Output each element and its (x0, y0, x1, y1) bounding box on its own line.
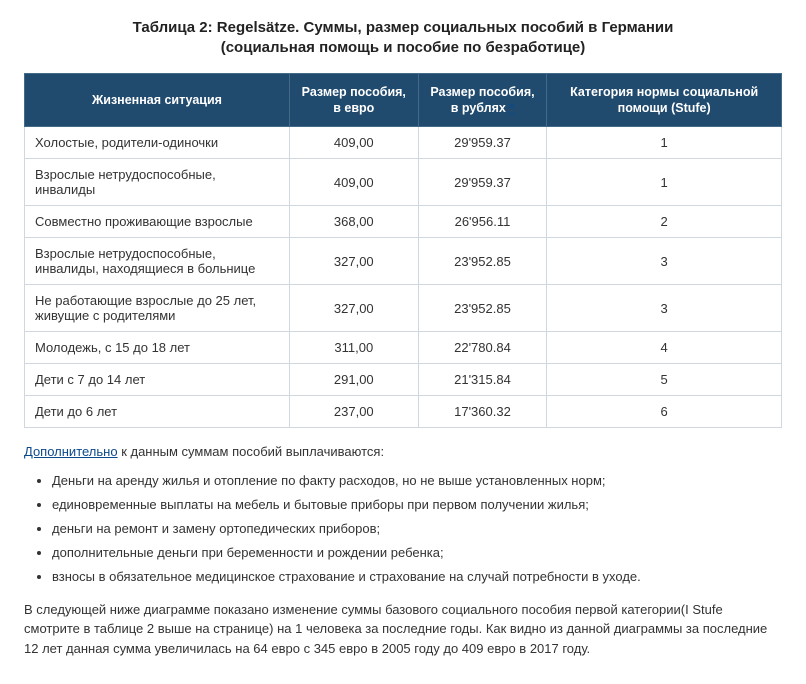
list-item: взносы в обязательное медицинское страхо… (52, 566, 782, 588)
list-item: Деньги на аренду жилья и отопление по фа… (52, 470, 782, 492)
cell-eur: 237,00 (289, 396, 418, 428)
cell-situation: Совместно проживающие взрослые (25, 206, 290, 238)
list-item: единовременные выплаты на мебель и бытов… (52, 494, 782, 516)
table-row: Холостые, родители-одиночки409,0029'959.… (25, 127, 782, 159)
cell-eur: 291,00 (289, 364, 418, 396)
cell-eur: 327,00 (289, 285, 418, 332)
table-row: Не работающие взрослые до 25 лет, живущи… (25, 285, 782, 332)
cell-rub: 23'952.85 (418, 285, 547, 332)
cell-stufe: 1 (547, 159, 782, 206)
cell-eur: 409,00 (289, 127, 418, 159)
additional-intro: Дополнительно к данным суммам пособий вы… (24, 442, 782, 462)
table-row: Совместно проживающие взрослые368,0026'9… (25, 206, 782, 238)
cell-situation: Дети до 6 лет (25, 396, 290, 428)
closing-paragraph: В следующей ниже диаграмме показано изме… (24, 600, 782, 659)
col-rub: Размер пособия, в рублях * (418, 73, 547, 127)
cell-eur: 409,00 (289, 159, 418, 206)
cell-situation: Дети с 7 до 14 лет (25, 364, 290, 396)
asterisk-link[interactable]: * (509, 101, 514, 115)
cell-rub: 22'780.84 (418, 332, 547, 364)
cell-rub: 21'315.84 (418, 364, 547, 396)
cell-situation: Взрослые нетрудоспособные, инвалиды, нах… (25, 238, 290, 285)
cell-stufe: 2 (547, 206, 782, 238)
list-item: дополнительные деньги при беременности и… (52, 542, 782, 564)
cell-situation: Не работающие взрослые до 25 лет, живущи… (25, 285, 290, 332)
cell-stufe: 4 (547, 332, 782, 364)
table-row: Взрослые нетрудоспособные, инвалиды, нах… (25, 238, 782, 285)
table-row: Дети до 6 лет237,0017'360.326 (25, 396, 782, 428)
list-item: деньги на ремонт и замену ортопедических… (52, 518, 782, 540)
table-header-row: Жизненная ситуация Размер пособия, в евр… (25, 73, 782, 127)
title-line-2: (социальная помощь и пособие по безработ… (221, 39, 586, 56)
benefits-table: Жизненная ситуация Размер пособия, в евр… (24, 73, 782, 429)
cell-stufe: 3 (547, 285, 782, 332)
cell-eur: 327,00 (289, 238, 418, 285)
col-eur: Размер пособия, в евро (289, 73, 418, 127)
cell-rub: 29'959.37 (418, 127, 547, 159)
additional-link[interactable]: Дополнительно (24, 444, 118, 459)
cell-stufe: 3 (547, 238, 782, 285)
cell-eur: 368,00 (289, 206, 418, 238)
cell-rub: 26'956.11 (418, 206, 547, 238)
cell-stufe: 1 (547, 127, 782, 159)
col-stufe: Категория нормы социальной помощи (Stufe… (547, 73, 782, 127)
col-situation: Жизненная ситуация (25, 73, 290, 127)
cell-rub: 17'360.32 (418, 396, 547, 428)
cell-rub: 23'952.85 (418, 238, 547, 285)
table-row: Взрослые нетрудоспособные, инвалиды409,0… (25, 159, 782, 206)
additional-rest: к данным суммам пособий выплачиваются: (118, 444, 384, 459)
table-row: Молодежь, с 15 до 18 лет311,0022'780.844 (25, 332, 782, 364)
cell-stufe: 5 (547, 364, 782, 396)
cell-eur: 311,00 (289, 332, 418, 364)
page-title: Таблица 2: Regelsätze. Суммы, размер соц… (24, 18, 782, 59)
title-line-1: Таблица 2: Regelsätze. Суммы, размер соц… (133, 19, 674, 36)
col-rub-label: Размер пособия, в рублях (430, 85, 534, 115)
table-row: Дети с 7 до 14 лет291,0021'315.845 (25, 364, 782, 396)
cell-situation: Взрослые нетрудоспособные, инвалиды (25, 159, 290, 206)
additional-list: Деньги на аренду жилья и отопление по фа… (24, 470, 782, 588)
cell-situation: Холостые, родители-одиночки (25, 127, 290, 159)
cell-rub: 29'959.37 (418, 159, 547, 206)
cell-situation: Молодежь, с 15 до 18 лет (25, 332, 290, 364)
cell-stufe: 6 (547, 396, 782, 428)
